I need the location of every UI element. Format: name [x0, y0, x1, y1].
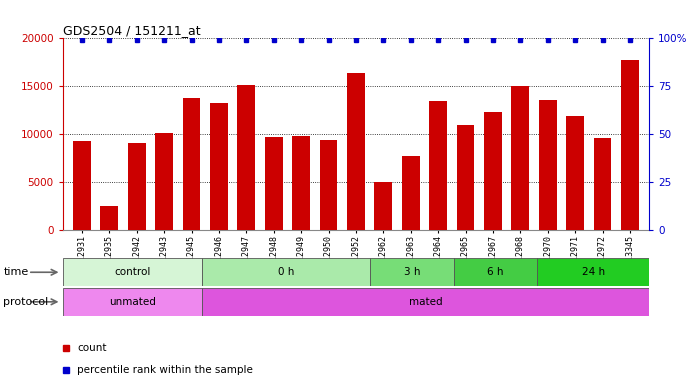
Bar: [202, 288, 649, 316]
Bar: [237, 85, 255, 230]
Text: time: time: [3, 267, 29, 277]
Text: protocol: protocol: [3, 297, 49, 307]
Bar: [370, 258, 454, 286]
Bar: [402, 157, 419, 230]
Bar: [539, 100, 557, 230]
Bar: [320, 140, 338, 230]
Text: unmated: unmated: [109, 297, 156, 307]
Bar: [265, 137, 283, 230]
Bar: [183, 98, 200, 230]
Bar: [292, 136, 310, 230]
Bar: [594, 138, 611, 230]
Bar: [210, 103, 228, 230]
Text: 0 h: 0 h: [278, 267, 295, 277]
Bar: [63, 258, 202, 286]
Text: 6 h: 6 h: [487, 267, 504, 277]
Text: 3 h: 3 h: [403, 267, 420, 277]
Bar: [374, 182, 392, 230]
Text: count: count: [77, 343, 107, 354]
Bar: [621, 60, 639, 230]
Bar: [566, 116, 584, 230]
Text: mated: mated: [409, 297, 443, 307]
Bar: [429, 101, 447, 230]
Text: 24 h: 24 h: [581, 267, 605, 277]
Text: GDS2504 / 151211_at: GDS2504 / 151211_at: [63, 24, 200, 37]
Bar: [202, 258, 370, 286]
Text: control: control: [114, 267, 151, 277]
Bar: [347, 73, 365, 230]
Bar: [101, 207, 118, 230]
Bar: [63, 288, 202, 316]
Bar: [454, 258, 537, 286]
Bar: [512, 86, 529, 230]
Text: percentile rank within the sample: percentile rank within the sample: [77, 364, 253, 375]
Bar: [128, 143, 146, 230]
Bar: [73, 141, 91, 230]
Bar: [456, 125, 475, 230]
Bar: [484, 112, 502, 230]
Bar: [537, 258, 649, 286]
Bar: [155, 133, 173, 230]
